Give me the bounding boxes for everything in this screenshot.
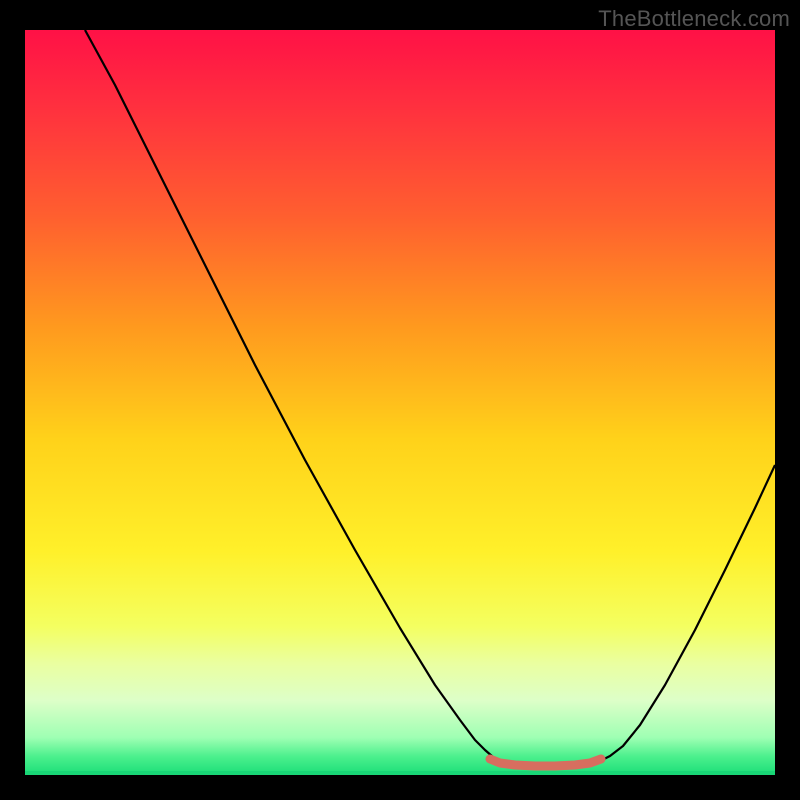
plot-area [25, 30, 775, 775]
plot-svg [25, 30, 775, 775]
bottom-green-band [25, 771, 775, 775]
watermark-text: TheBottleneck.com [598, 6, 790, 32]
gradient-background [25, 30, 775, 775]
chart-frame: TheBottleneck.com [0, 0, 800, 800]
